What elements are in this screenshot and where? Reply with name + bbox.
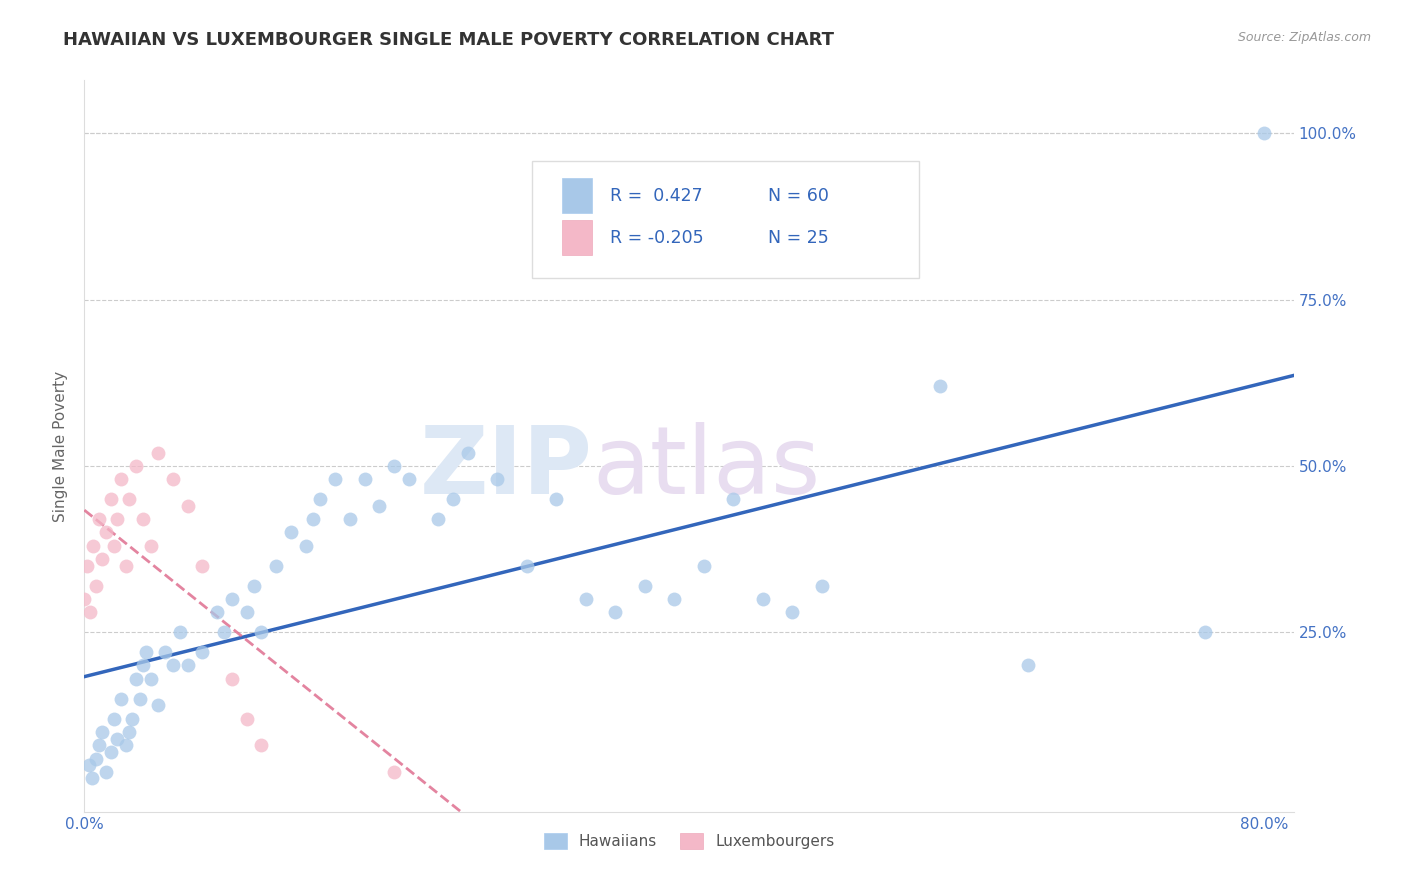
Point	[191, 645, 214, 659]
Point	[264, 558, 287, 573]
Point	[162, 658, 184, 673]
Point	[353, 472, 375, 486]
Point	[162, 472, 184, 486]
Point	[516, 558, 538, 573]
Point	[176, 658, 198, 673]
Point	[214, 625, 236, 640]
Point	[427, 512, 450, 526]
Point	[79, 605, 101, 619]
Point	[692, 558, 714, 573]
Point	[105, 731, 128, 746]
Text: N = 25: N = 25	[768, 228, 828, 246]
Y-axis label: Single Male Poverty: Single Male Poverty	[53, 370, 69, 522]
Point	[146, 445, 169, 459]
Text: HAWAIIAN VS LUXEMBOURGER SINGLE MALE POVERTY CORRELATION CHART: HAWAIIAN VS LUXEMBOURGER SINGLE MALE POV…	[63, 31, 834, 49]
Point	[294, 539, 316, 553]
Point	[191, 558, 214, 573]
Point	[96, 525, 118, 540]
Text: N = 60: N = 60	[768, 186, 828, 205]
Point	[810, 579, 832, 593]
Point	[103, 712, 125, 726]
Point	[280, 525, 302, 540]
Point	[139, 539, 162, 553]
Point	[323, 472, 346, 486]
Point	[634, 579, 657, 593]
Point	[125, 672, 148, 686]
Point	[1194, 625, 1216, 640]
Point	[100, 745, 122, 759]
Point	[100, 492, 122, 507]
Point	[780, 605, 803, 619]
Text: atlas: atlas	[592, 422, 821, 514]
Point	[84, 579, 107, 593]
Point	[751, 591, 773, 606]
Point	[441, 492, 464, 507]
Point	[176, 499, 198, 513]
Point	[309, 492, 332, 507]
Point	[664, 591, 686, 606]
Point	[575, 591, 598, 606]
Point	[382, 458, 405, 473]
Point	[132, 512, 155, 526]
Point	[250, 625, 273, 640]
Point	[928, 379, 950, 393]
Point	[103, 539, 125, 553]
FancyBboxPatch shape	[531, 161, 918, 277]
Point	[139, 672, 162, 686]
Point	[91, 725, 114, 739]
Point	[87, 738, 110, 752]
Bar	[562, 178, 592, 213]
Point	[114, 558, 136, 573]
Point	[114, 738, 136, 752]
Point	[80, 772, 103, 786]
Legend: Hawaiians, Luxembourgers: Hawaiians, Luxembourgers	[537, 827, 841, 855]
Point	[155, 645, 177, 659]
Point	[110, 691, 132, 706]
Point	[129, 691, 152, 706]
Point	[250, 738, 273, 752]
Point	[87, 512, 110, 526]
Point	[132, 658, 155, 673]
Text: R =  0.427: R = 0.427	[610, 186, 703, 205]
Point	[82, 539, 104, 553]
Point	[221, 591, 243, 606]
Point	[243, 579, 266, 593]
Point	[91, 552, 114, 566]
Text: R = -0.205: R = -0.205	[610, 228, 704, 246]
Bar	[562, 220, 592, 255]
Point	[339, 512, 361, 526]
Point	[205, 605, 228, 619]
Point	[486, 472, 509, 486]
Point	[169, 625, 191, 640]
Point	[605, 605, 627, 619]
Point	[721, 492, 744, 507]
Point	[302, 512, 325, 526]
Point	[105, 512, 128, 526]
Point	[84, 751, 107, 765]
Text: ZIP: ZIP	[419, 422, 592, 514]
Point	[235, 605, 257, 619]
Point	[221, 672, 243, 686]
Point	[382, 764, 405, 779]
Point	[457, 445, 479, 459]
Point	[398, 472, 420, 486]
Point	[77, 758, 100, 772]
Point	[117, 492, 139, 507]
Point	[1017, 658, 1039, 673]
Point	[1253, 127, 1275, 141]
Point	[76, 558, 98, 573]
Point	[146, 698, 169, 713]
Point	[73, 591, 96, 606]
Point	[235, 712, 257, 726]
Text: Source: ZipAtlas.com: Source: ZipAtlas.com	[1237, 31, 1371, 45]
Point	[125, 458, 148, 473]
Point	[96, 764, 118, 779]
Point	[121, 712, 143, 726]
Point	[110, 472, 132, 486]
Point	[368, 499, 391, 513]
Point	[117, 725, 139, 739]
Point	[546, 492, 568, 507]
Point	[135, 645, 157, 659]
